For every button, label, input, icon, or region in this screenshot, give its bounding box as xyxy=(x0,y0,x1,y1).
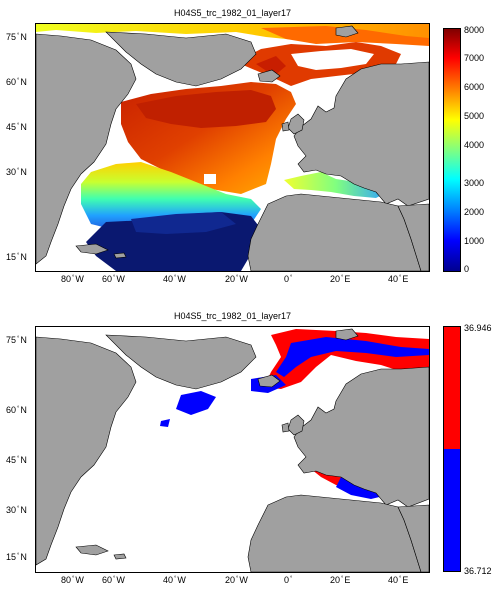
panel-1-ytick: 75°N xyxy=(6,32,27,42)
panel-1-colorbar-tick: 0 xyxy=(464,264,470,274)
panel-2-colorbar-tick: 36.712 xyxy=(464,566,492,576)
panel-1-colorbar-tick: 5000 xyxy=(464,111,485,121)
panel-2-xtick: 80°W xyxy=(61,575,84,585)
panel-1-title: H04S5_trc_1982_01_layer17 xyxy=(173,8,292,18)
panel-1-map xyxy=(35,23,430,272)
panel-2-map-svg xyxy=(36,328,429,572)
land-masses xyxy=(36,328,429,572)
panel-2-xtick: 0° xyxy=(284,575,293,585)
panel-2-xtick: 40°W xyxy=(163,575,186,585)
panel-1-xtick: 60°W xyxy=(102,274,125,284)
tracer-tropics xyxy=(86,212,261,271)
tracer-irminger-low xyxy=(160,391,216,427)
panel-1-colorbar-tick: 3000 xyxy=(464,178,485,188)
panel-1-ytick: 30°N xyxy=(6,167,27,177)
panel-2-ytick: 75°N xyxy=(6,335,27,345)
panel-2-ytick: 60°N xyxy=(6,405,27,415)
panel-1-xtick: 20°W xyxy=(225,274,248,284)
panel-2-colorbar-tick: 36.946 xyxy=(464,323,492,333)
panel-1-xtick: 80°W xyxy=(61,274,84,284)
panel-2-map xyxy=(35,326,430,573)
panel-1-xtick: 40°W xyxy=(163,274,186,284)
panel-1-colorbar-tick: 8000 xyxy=(464,25,485,35)
panel-2-title: H04S5_trc_1982_01_layer17 xyxy=(173,311,292,321)
panel-2-xtick: 40°E xyxy=(388,575,409,585)
panel-1-ytick: 15°N xyxy=(6,252,27,262)
panel-2-ytick: 15°N xyxy=(6,552,27,562)
panel-1-colorbar-tick: 1000 xyxy=(464,236,485,246)
land-masses xyxy=(36,25,429,271)
panel-1-colorbar-tick: 4000 xyxy=(464,140,485,150)
tracer-mediterranean xyxy=(284,172,388,198)
panel-2-colorbar xyxy=(443,326,461,572)
panel-1-xtick: 40°E xyxy=(388,274,409,284)
panel-1-map-svg xyxy=(36,24,429,271)
panel-1-xtick: 20°E xyxy=(330,274,351,284)
panel-1-ytick: 60°N xyxy=(6,77,27,87)
panel-2-xtick: 20°E xyxy=(330,575,351,585)
panel-2-xtick: 60°W xyxy=(102,575,125,585)
panel-1-colorbar-tick: 6000 xyxy=(464,82,485,92)
panel-1-colorbar-tick: 7000 xyxy=(464,53,485,63)
tracer-warm-tongue xyxy=(121,82,296,194)
panel-1-xtick: 0° xyxy=(284,274,293,284)
panel-2-ytick: 45°N xyxy=(6,455,27,465)
panel-1-ytick: 45°N xyxy=(6,122,27,132)
panel-1-colorbar xyxy=(443,28,461,272)
panel-1-colorbar-tick: 2000 xyxy=(464,207,485,217)
panel-2-xtick: 20°W xyxy=(225,575,248,585)
panel-2-ytick: 30°N xyxy=(6,505,27,515)
